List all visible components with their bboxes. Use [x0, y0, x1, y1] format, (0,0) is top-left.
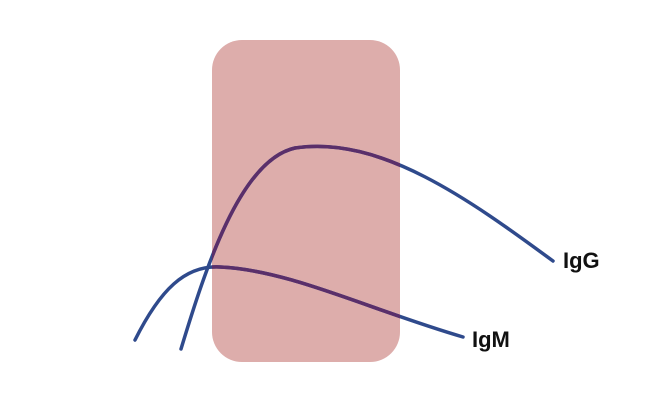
igg-label: IgG: [563, 248, 600, 273]
igm-curve-overlap: [212, 265, 400, 342]
window-overlap-group: [212, 144, 400, 351]
highlight-window: [212, 40, 400, 362]
igm-label: IgM: [472, 327, 510, 352]
igg-curve-overlap: [212, 144, 400, 351]
